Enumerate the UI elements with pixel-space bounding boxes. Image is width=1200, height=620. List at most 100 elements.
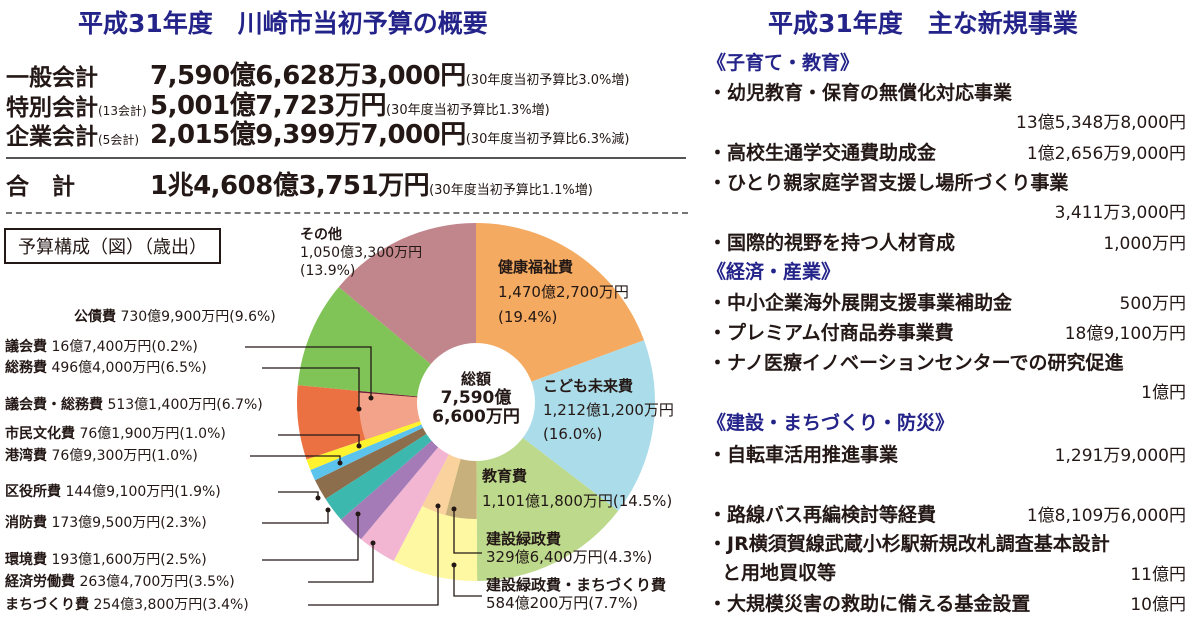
project-amount: 1億8,109万6,000円 [1026, 506, 1186, 526]
general-account-amount-wrap: 7,590億6,628万3,000円(30年度当初予算比3.0%増) [150, 55, 629, 92]
slice-label-shobo: 消防費 173億9,500万円(2.3%) [5, 514, 207, 532]
slice-amount: 254億3,800万円 [93, 597, 203, 613]
slice-label-gikai-somu: 議会費・総務費 513億1,400万円(6.7%) [5, 396, 263, 414]
section-heading: 《経済・産業》 [707, 261, 841, 283]
project-name: ・高校生通学交通費助成金 [708, 142, 937, 164]
slice-amount: 1,212億1,200万円 [543, 401, 674, 419]
slice-pct: (14.5%) [612, 492, 673, 510]
slice-amount: 513億1,400万円 [107, 397, 217, 413]
row-label: 企業会計 [6, 124, 98, 150]
slice-name: 建設緑政費 [486, 530, 562, 548]
slice-label-machi: まちづくり費 254億3,800万円(3.4%) [5, 596, 249, 614]
slice-pct: (19.4%) [498, 308, 558, 326]
slice-name: 総務費 [5, 360, 47, 376]
slice-name: こども未来費 [543, 377, 634, 395]
total-note: (30年度当初予算比1.1%増) [429, 183, 593, 198]
slice-amount: 329億6,400万円 [486, 548, 603, 566]
slice-pct: (16.0%) [543, 425, 603, 443]
slice-pct: (7.7%) [588, 594, 639, 612]
slice-label-kodomo: こども未来費 1,212億1,200万円 (16.0%) [543, 374, 674, 446]
slice-label-kenko: 健康福祉費 1,470億2,700万円 (19.4%) [498, 255, 629, 330]
slice-name: 健康福祉費 [498, 258, 574, 276]
pie-center-label: 総額 7,590億 6,600万円 [416, 368, 536, 427]
slice-pct: (1.9%) [174, 484, 221, 500]
slice-amount: 16億7,400万円 [51, 339, 152, 355]
slice-name: 区役所費 [5, 484, 61, 500]
slice-name: まちづくり費 [5, 597, 89, 613]
slice-amount: 144億9,100万円 [65, 484, 175, 500]
slice-pct: (0.2%) [151, 339, 198, 355]
row-note: (30年度当初予算比1.3%増) [385, 103, 550, 118]
project-name-cont: と用地買収等 [722, 562, 837, 584]
total-label: 合 計 [6, 174, 75, 200]
project-amount: 500万円 [1119, 294, 1186, 314]
enterprise-account-amount-wrap: 2,015億9,399万7,000円(30年度当初予算比6.3%減) [150, 114, 629, 151]
slice-label-kosai: 公債費 730億9,900万円(9.6%) [74, 308, 276, 326]
slice-pct: (1.0%) [179, 426, 226, 442]
center-label-line: 7,590億 [440, 388, 512, 408]
budget-summary-title: 平成31年度 川崎市当初予算の概要 [78, 9, 488, 38]
slice-label-kyoiku: 教育費 1,101億1,800万円(14.5%) [482, 464, 672, 514]
center-label-line: 6,600万円 [432, 407, 520, 427]
slice-name: 教育費 [482, 467, 528, 485]
callout-line-shobo [262, 510, 329, 524]
slice-pct: (13.9%) [300, 263, 356, 279]
slice-name: 港湾費 [5, 448, 47, 464]
slice-label-sonota: その他 1,050億3,300万円 (13.9%) [300, 226, 422, 280]
slice-pct: (2.3%) [160, 515, 207, 531]
project-amount: 1億2,656万9,000円 [1026, 144, 1186, 164]
slice-amount: 76億1,900万円 [79, 426, 180, 442]
callout-line-keizai [308, 543, 374, 583]
callout-line-shimin [278, 434, 360, 446]
total-amount-wrap: 1兆4,608億3,751万円(30年度当初予算比1.1%増) [150, 165, 593, 202]
slice-amount: 496億4,000万円 [51, 360, 161, 376]
project-name: ・自転車活用推進事業 [708, 444, 899, 466]
special-account-amount-wrap: 5,001億7,723万円(30年度当初予算比1.3%増) [150, 85, 550, 122]
chart-title-box: 予算構成（図）（歳出） [4, 228, 221, 264]
slice-label-keizai: 経済労働費 263億4,700万円(3.5%) [5, 573, 235, 591]
slice-name: 議会費 [5, 339, 47, 355]
slice-pct: (1.0%) [151, 448, 198, 464]
slice-amount: 1,101億1,800万円 [482, 492, 613, 510]
slice-name: その他 [300, 227, 342, 243]
project-name: ・中小企業海外展開支援事業補助金 [708, 292, 1013, 314]
slice-label-kensetsu-machi: 建設緑政費・まちづくり費 584億200万円(7.7%) [486, 576, 666, 612]
divider [6, 157, 686, 159]
slice-label-kankyo: 環境費 193億1,600万円(2.5%) [5, 551, 207, 569]
special-account-row: 特別会計(13会計) [6, 88, 147, 122]
callout-line-kankyo [262, 514, 359, 561]
slice-amount: 193億1,600万円 [51, 552, 161, 568]
slice-name: 市民文化費 [5, 426, 75, 442]
section-heading: 《子育て・教育》 [707, 52, 860, 74]
project-amount: 3,411万3,000円 [1054, 203, 1186, 223]
slice-pct: (3.4%) [202, 597, 249, 613]
general-account-row: 一般会計 [6, 58, 98, 92]
slice-amount: 173億9,500万円 [51, 515, 161, 531]
row-amount: 5,001億7,723万円 [150, 91, 386, 121]
slice-pct: (4.3%) [602, 548, 653, 566]
callout-line-kuyakusho [278, 491, 319, 498]
pie-slice-健康福祉費 [476, 223, 645, 402]
callout-lines [245, 346, 482, 606]
project-name: ・ひとり親家庭学習支援し場所づくり事業 [708, 172, 1069, 194]
slice-amount: 584億200万円 [486, 594, 589, 612]
slice-name: 環境費 [5, 552, 47, 568]
slice-name: 建設緑政費・まちづくり費 [486, 576, 667, 594]
slice-name: 議会費・総務費 [5, 397, 103, 413]
project-name: ・幼児教育・保育の無償化対応事業 [708, 82, 1013, 104]
callout-line-kensetsu-machi [453, 565, 482, 597]
project-name: ・大規模災害の救助に備える基金設置 [708, 593, 1031, 615]
row-note: (30年度当初予算比6.3%減) [465, 132, 630, 147]
slice-pct: (2.5%) [160, 552, 207, 568]
project-amount: 11億円 [1130, 565, 1186, 585]
project-name: ・路線バス再編検討等経費 [708, 504, 937, 526]
slice-label-shimin: 市民文化費 76億1,900万円(1.0%) [5, 425, 226, 443]
pie-center-hole [417, 343, 535, 461]
callout-line-somu [262, 367, 360, 409]
row-amount: 2,015億9,399万7,000円 [150, 120, 466, 150]
slice-label-kensetsu: 建設緑政費 329億6,400万円(4.3%) [486, 530, 652, 566]
project-amount: 10億円 [1130, 595, 1186, 615]
slice-name: 消防費 [5, 515, 47, 531]
project-amount: 1,291万9,000円 [1054, 446, 1186, 466]
enterprise-account-row: 企業会計(5会計) [6, 117, 139, 151]
